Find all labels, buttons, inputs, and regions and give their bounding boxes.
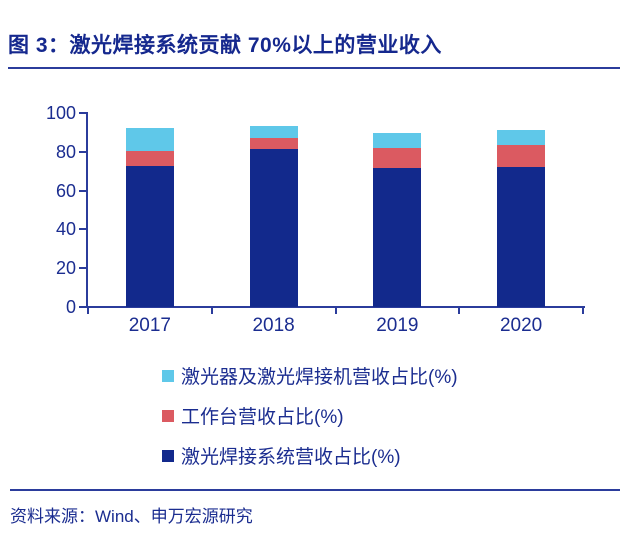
y-axis-tick-label: 60 <box>55 180 76 201</box>
stacked-bar-chart: 0 20 40 60 80 100 2017 2018 2019 2020 <box>45 103 585 336</box>
legend-swatch-navy <box>162 449 174 462</box>
bar-segment-2018 <box>249 149 298 307</box>
legend-swatch-red <box>162 409 174 422</box>
x-axis-tick-label: 2019 <box>376 315 419 336</box>
legend-item: 激光焊接系统营收占比(%) <box>162 442 458 469</box>
bar-segment-2017 <box>125 127 174 152</box>
legend-item: 激光器及激光焊接机营收占比(%) <box>162 362 458 389</box>
y-axis-tick <box>79 306 88 308</box>
y-axis-tick <box>79 267 88 270</box>
legend-label: 工作台营收占比(%) <box>181 407 344 428</box>
bar-segment-2020 <box>497 145 546 167</box>
y-axis-tick-label: 0 <box>65 297 76 317</box>
bar-segment-2019 <box>373 167 422 307</box>
y-axis-line <box>86 112 88 308</box>
bar-segment-2019 <box>373 132 422 148</box>
y-axis-tick-label: 40 <box>55 219 76 240</box>
x-axis-tick <box>87 307 89 314</box>
y-axis-tick <box>79 150 88 153</box>
x-axis-tick-label: 2017 <box>128 315 172 336</box>
x-axis-tick <box>582 307 584 314</box>
x-axis-tick-label: 2020 <box>499 315 543 336</box>
x-axis-tick <box>458 307 461 314</box>
source-divider <box>10 489 620 491</box>
bar-segment-2017 <box>125 151 174 167</box>
bar-segment-2020 <box>497 130 546 145</box>
y-axis-tick-label: 100 <box>45 103 76 123</box>
legend-swatch-light_blue <box>162 369 174 382</box>
bar-segment-2017 <box>125 166 174 307</box>
legend-label: 激光焊接系统营收占比(%) <box>181 447 401 468</box>
source-note: 资料来源：Wind、申万宏源研究 <box>10 507 253 526</box>
x-axis-tick-label: 2018 <box>252 315 295 336</box>
bar-segment-2018 <box>249 138 298 150</box>
y-axis-tick-label: 80 <box>55 141 76 162</box>
legend-label: 激光器及激光焊接机营收占比(%) <box>181 367 458 388</box>
x-axis-tick <box>210 307 213 314</box>
title-underline <box>8 67 620 69</box>
y-axis-tick-label: 20 <box>55 258 76 279</box>
bar-segment-2018 <box>249 125 298 138</box>
y-axis-tick <box>79 189 88 192</box>
figure-title: 图 3：激光焊接系统贡献 70%以上的营业收入 <box>8 34 442 57</box>
legend-item: 工作台营收占比(%) <box>162 402 458 429</box>
y-axis-tick <box>79 228 88 231</box>
bar-segment-2020 <box>497 166 546 307</box>
y-axis-tick <box>79 112 88 114</box>
chart-legend: 激光器及激光焊接机营收占比(%) 工作台营收占比(%) 激光焊接系统营收占比(%) <box>162 362 458 469</box>
bar-segment-2019 <box>373 147 422 168</box>
x-axis-tick <box>334 307 337 314</box>
